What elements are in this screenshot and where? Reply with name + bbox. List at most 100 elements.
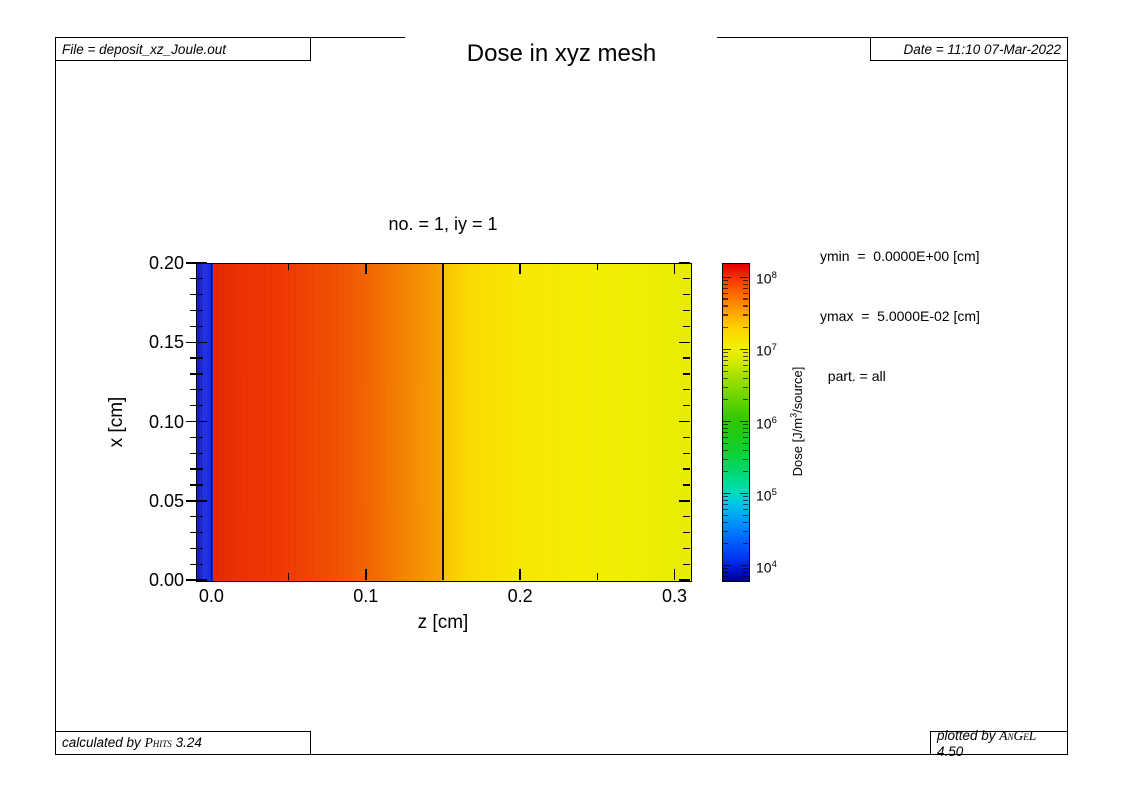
x-axis-minor-tick: [596, 263, 599, 270]
colorbar-tick: [723, 276, 731, 279]
y-axis-minor-tick: [683, 309, 690, 312]
y-axis-tick: [196, 420, 207, 423]
colorbar-minor-tick: [723, 458, 728, 460]
mesh-info-block: ymin = 0.0000E+00 [cm] ymax = 5.0000E-02…: [820, 206, 980, 426]
colorbar-minor-tick: [743, 436, 748, 439]
colorbar-decade-label: 108: [756, 270, 777, 288]
colorbar-decade-label: 107: [756, 342, 777, 360]
colorbar-minor-tick: [743, 432, 748, 434]
colorbar-tick: [740, 348, 748, 351]
y-axis-minor-tick: [683, 294, 690, 296]
colorbar-minor-tick: [743, 571, 748, 574]
colorbar-tick: [740, 492, 748, 495]
y-axis-minor-tick: [196, 484, 203, 486]
colorbar-minor-tick: [743, 287, 748, 290]
colorbar-minor-tick: [743, 427, 748, 430]
colorbar-minor-tick: [723, 377, 728, 379]
colorbar-tick: [723, 348, 731, 351]
y-axis-tick-label: 0.00: [148, 570, 184, 590]
colorbar-minor-tick: [743, 327, 748, 329]
y-axis-tick: [196, 341, 207, 343]
colorbar-minor-tick: [743, 514, 748, 516]
colorbar-minor-tick: [743, 449, 748, 451]
plot-subtitle: no. = 1, iy = 1: [388, 214, 498, 234]
x-axis-tick: [519, 569, 521, 580]
y-axis-minor-tick: [196, 531, 203, 534]
colorbar-minor-tick: [743, 377, 748, 379]
colorbar-minor-tick: [723, 280, 728, 282]
y-axis-minor-tick: [683, 389, 690, 391]
colorbar-minor-tick: [723, 504, 728, 506]
colorbar-minor-tick: [723, 287, 728, 290]
y-axis-minor-tick: [196, 373, 203, 375]
colorbar-minor-tick: [723, 370, 728, 372]
y-axis-tick-label: 0.20: [148, 253, 184, 273]
colorbar-minor-tick: [723, 424, 728, 426]
file-info-box: File = deposit_xz_Joule.out: [55, 37, 311, 61]
y-axis-tick: [186, 579, 196, 581]
title-frame-gap: [405, 35, 717, 41]
colorbar: [722, 263, 750, 582]
colorbar-minor-tick: [723, 576, 728, 578]
colorbar-minor-tick: [743, 530, 748, 532]
y-axis-minor-tick: [683, 436, 690, 438]
y-axis-tick: [196, 579, 207, 581]
colorbar-minor-tick: [743, 399, 748, 401]
colorbar-minor-tick: [723, 499, 728, 502]
angel-brand: AnGeL: [999, 727, 1037, 743]
y-axis-minor-tick: [190, 294, 196, 296]
y-axis-tick: [186, 262, 196, 264]
y-axis-tick-label: 0.10: [148, 411, 184, 432]
colorbar-tick: [740, 564, 748, 567]
colorbar-tick: [723, 492, 731, 495]
particle-line: part. = all: [820, 368, 886, 384]
colorbar-minor-tick: [743, 314, 748, 316]
colorbar-minor-tick: [743, 424, 748, 426]
colorbar-minor-tick: [743, 576, 748, 578]
y-axis-minor-tick: [190, 547, 196, 549]
y-axis-minor-tick: [196, 468, 203, 470]
page-title: Dose in xyz mesh: [466, 40, 657, 67]
colorbar-minor-tick: [743, 298, 748, 300]
y-axis-minor-tick: [683, 531, 690, 534]
y-axis-tick: [679, 341, 690, 343]
y-axis-minor-tick: [196, 389, 203, 391]
x-axis-title: z [cm]: [417, 612, 469, 633]
colorbar-minor-tick: [723, 530, 728, 532]
x-axis-tick-label: 0.0: [198, 586, 224, 606]
colorbar-minor-tick: [743, 292, 748, 294]
y-axis-minor-tick: [683, 563, 690, 565]
colorbar-minor-tick: [743, 280, 748, 282]
file-label: File = deposit_xz_Joule.out: [62, 41, 226, 57]
y-axis-minor-tick: [190, 278, 196, 280]
colorbar-tick: [740, 276, 748, 279]
colorbar-minor-tick: [743, 471, 748, 473]
y-axis-minor-tick: [196, 436, 203, 438]
y-axis-minor-tick: [190, 405, 196, 407]
colorbar-minor-tick: [723, 521, 728, 523]
colorbar-tick: [740, 420, 748, 423]
colorbar-minor-tick: [723, 471, 728, 473]
colorbar-minor-tick: [743, 364, 748, 367]
colorbar-decade-label: 104: [756, 558, 777, 576]
y-axis-tick-label: 0.05: [148, 490, 184, 511]
y-axis-minor-tick: [190, 309, 196, 312]
x-axis-tick-label: 0.3: [662, 586, 688, 606]
colorbar-minor-tick: [743, 386, 748, 388]
colorbar-minor-tick: [743, 504, 748, 506]
colorbar-minor-tick: [723, 427, 728, 430]
y-axis-minor-tick: [683, 357, 690, 359]
colorbar-minor-tick: [743, 496, 748, 498]
y-axis-tick: [186, 500, 196, 502]
ymax-line: ymax = 5.0000E-02 [cm]: [820, 308, 980, 324]
y-axis-minor-tick: [196, 547, 203, 549]
y-axis-minor-tick: [190, 357, 196, 359]
colorbar-minor-tick: [743, 442, 748, 444]
y-axis-tick: [679, 262, 690, 264]
colorbar-minor-tick: [723, 571, 728, 574]
dose-heatmap: [196, 263, 692, 582]
y-axis-minor-tick: [190, 563, 196, 565]
heatmap-region-layer1: [212, 264, 444, 581]
y-axis-tick: [679, 500, 690, 502]
colorbar-minor-tick: [723, 399, 728, 401]
